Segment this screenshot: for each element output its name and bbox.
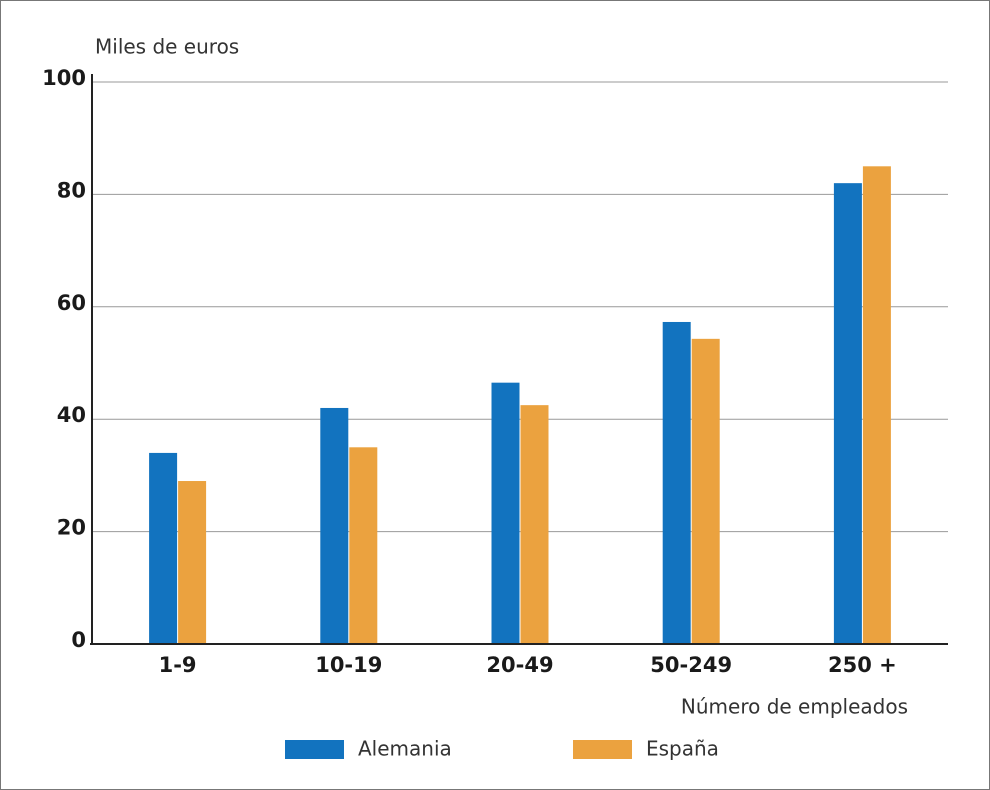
y-tick-label: 100 xyxy=(42,66,86,90)
y-tick-label: 80 xyxy=(57,178,86,202)
y-tick-label: 60 xyxy=(57,291,86,315)
legend-label: España xyxy=(646,737,719,761)
x-tick-label: 250 + xyxy=(828,653,897,677)
y-tick-label: 20 xyxy=(57,516,86,540)
x-tick-label: 10-19 xyxy=(315,653,382,677)
bar xyxy=(691,338,720,644)
bar xyxy=(833,183,862,644)
legend-swatch xyxy=(573,740,632,759)
x-tick-label: 20-49 xyxy=(486,653,553,677)
x-axis-label: Número de empleados xyxy=(681,695,908,719)
bar xyxy=(149,452,178,644)
bar xyxy=(520,405,549,644)
x-tick-label: 50-249 xyxy=(650,653,732,677)
bar xyxy=(491,382,520,644)
x-tick-label: 1-9 xyxy=(159,653,197,677)
bar xyxy=(662,321,691,644)
y-tick-label: 40 xyxy=(57,403,86,427)
bar xyxy=(178,481,207,644)
bar xyxy=(349,447,378,644)
legend-swatch xyxy=(285,740,344,759)
y-axis-label: Miles de euros xyxy=(95,35,239,59)
bar xyxy=(862,166,891,645)
legend-label: Alemania xyxy=(358,737,452,761)
bar xyxy=(320,407,349,644)
y-tick-label: 0 xyxy=(71,628,86,652)
